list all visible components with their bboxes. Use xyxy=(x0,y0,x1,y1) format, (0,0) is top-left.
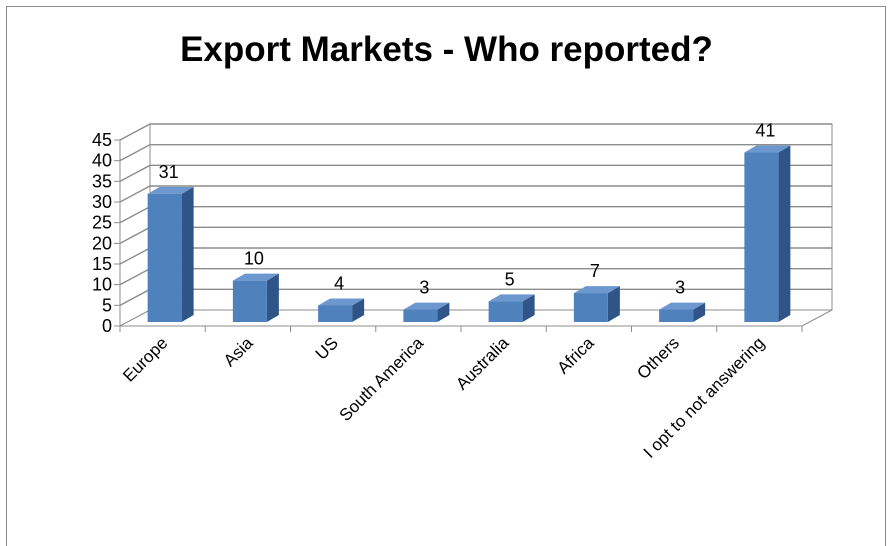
data-label: 7 xyxy=(590,261,600,281)
gridline xyxy=(119,123,832,141)
gridline xyxy=(119,164,832,182)
bar-top xyxy=(573,286,620,294)
bar-front xyxy=(403,309,438,322)
bar-side xyxy=(607,286,620,322)
bar-side xyxy=(437,302,450,322)
side-wall xyxy=(119,123,151,327)
x-tick-label: Australia xyxy=(452,333,513,394)
data-label: 3 xyxy=(675,278,685,298)
y-tick-label: 15 xyxy=(92,254,112,274)
y-tick-label: 35 xyxy=(92,171,112,191)
bar-top xyxy=(403,302,450,310)
bar-side xyxy=(778,145,791,322)
bar-side xyxy=(266,273,279,322)
data-label: 31 xyxy=(159,162,179,182)
floor xyxy=(119,309,833,327)
bar-front xyxy=(659,309,694,322)
y-tick-label: 40 xyxy=(92,151,112,171)
y-tick-label: 30 xyxy=(92,192,112,212)
bar-front xyxy=(573,293,608,322)
data-label: 10 xyxy=(244,249,264,269)
chart-walls xyxy=(119,123,833,327)
y-tick-label: 20 xyxy=(92,233,112,253)
data-labels: 31 10 4 3 5 7 3 41 xyxy=(159,121,776,298)
gridline xyxy=(119,143,832,162)
data-label: 41 xyxy=(755,121,775,141)
bar-front xyxy=(232,280,267,322)
bar-side xyxy=(352,298,365,322)
y-tick-label: 25 xyxy=(92,213,112,233)
y-tick-label: 0 xyxy=(102,316,112,336)
bar-front xyxy=(744,152,779,322)
data-label: 4 xyxy=(334,273,344,293)
bar-side xyxy=(693,302,706,322)
bar-front xyxy=(318,305,353,322)
x-tick-label: South America xyxy=(336,333,428,425)
bar-front xyxy=(488,301,523,322)
data-label: 3 xyxy=(419,278,429,298)
y-tick-label: 5 xyxy=(102,295,112,315)
bar xyxy=(318,298,365,322)
y-tick-label: 10 xyxy=(92,275,112,295)
x-tick-label: Africa xyxy=(554,333,599,378)
bar-front xyxy=(147,193,182,322)
bar xyxy=(488,294,535,322)
chart-title: Export Markets - Who reported? xyxy=(180,30,713,69)
bars xyxy=(147,145,791,322)
y-tick-label: 45 xyxy=(92,130,112,150)
bar xyxy=(659,302,706,322)
bar-top xyxy=(318,298,365,306)
bar-side xyxy=(181,186,194,322)
bar xyxy=(232,273,279,322)
x-tick-label: US xyxy=(312,333,342,363)
bar-top xyxy=(147,186,194,194)
bar-side xyxy=(522,294,535,322)
data-label: 5 xyxy=(505,269,515,289)
x-tick-label: Asia xyxy=(220,333,257,370)
bar xyxy=(573,286,620,322)
bar xyxy=(147,186,194,322)
bar-top xyxy=(488,294,535,302)
bar-top xyxy=(659,302,706,310)
bar-top xyxy=(232,273,279,281)
x-tick-label: Others xyxy=(633,333,683,383)
x-tick-label: Europe xyxy=(119,333,171,385)
bar xyxy=(744,145,791,322)
gridline xyxy=(119,185,832,203)
bar xyxy=(403,302,450,322)
bar-top xyxy=(744,145,791,153)
